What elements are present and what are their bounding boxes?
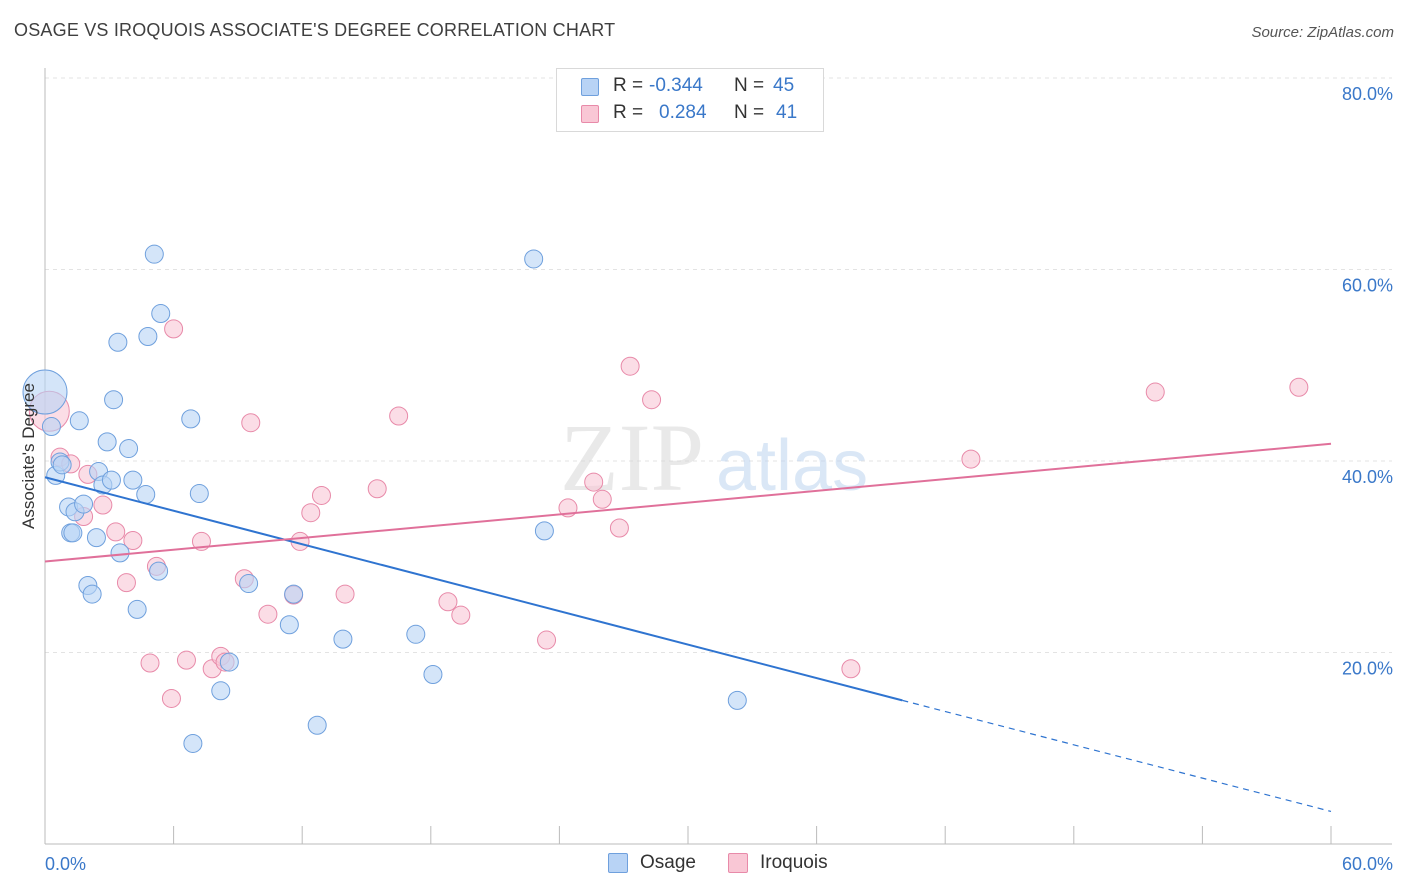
osage-point — [239, 574, 259, 594]
osage-point — [284, 584, 304, 604]
osage-point — [82, 584, 102, 604]
osage-n-label: N = — [734, 75, 765, 96]
osage-point — [727, 690, 747, 710]
watermark-zip: ZIP — [560, 404, 704, 511]
iroquois-point — [116, 573, 136, 593]
iroquois-point — [1145, 382, 1165, 402]
osage-point — [97, 432, 117, 452]
y-tick-label: 60.0% — [1342, 276, 1393, 296]
iroquois-swatch — [581, 105, 599, 123]
osage-trendline — [44, 476, 903, 702]
trend-layer — [44, 442, 1332, 813]
iroquois-n-value: 41 — [776, 102, 798, 123]
y-tick-label: 20.0% — [1342, 659, 1393, 679]
osage-point — [144, 244, 164, 264]
iroquois-point — [140, 653, 160, 673]
iroquois-point — [301, 503, 321, 523]
iroquois-point — [258, 604, 278, 624]
legend-row-osage: R = -0.344 N = 45 — [557, 74, 823, 100]
osage-point — [52, 455, 72, 475]
iroquois-point — [537, 630, 557, 650]
iroquois-point — [1289, 377, 1309, 397]
osage-point — [211, 681, 231, 701]
osage-point — [279, 615, 299, 635]
osage-legend-swatch — [608, 853, 628, 873]
osage-point — [333, 629, 353, 649]
osage-point — [189, 484, 209, 504]
iroquois-point — [592, 489, 612, 509]
iroquois-legend-label: Iroquois — [760, 852, 828, 873]
iroquois-legend-swatch — [728, 853, 748, 873]
osage-trendline-extension — [902, 699, 1332, 813]
stats-legend: R = -0.344 N = 45 R = 0.284 N = 41 — [556, 68, 824, 132]
osage-n-value: 45 — [773, 75, 795, 96]
axes-layer — [44, 68, 1392, 845]
osage-point — [524, 249, 544, 269]
osage-point — [104, 390, 124, 410]
iroquois-point — [106, 522, 126, 542]
x-tick-label: 0.0% — [45, 854, 86, 874]
iroquois-point — [389, 406, 409, 426]
iroquois-point — [161, 688, 181, 708]
osage-point — [127, 599, 147, 619]
iroquois-point — [367, 479, 387, 499]
osage-point — [41, 417, 61, 437]
osage-point — [138, 327, 158, 347]
osage-point — [534, 521, 554, 541]
osage-point — [151, 304, 171, 324]
osage-r-label: R = — [613, 75, 644, 96]
iroquois-point — [311, 485, 331, 505]
osage-point — [101, 470, 121, 490]
osage-point — [63, 523, 83, 543]
iroquois-n-label: N = — [734, 102, 765, 123]
source-attribution: Source: ZipAtlas.com — [1251, 24, 1394, 41]
points-layer — [22, 244, 1309, 753]
osage-point — [406, 624, 426, 644]
osage-point — [22, 369, 68, 415]
iroquois-point — [584, 472, 604, 492]
iroquois-point — [93, 495, 113, 515]
osage-point — [219, 652, 239, 672]
osage-swatch — [581, 78, 599, 96]
osage-point — [108, 332, 128, 352]
osage-point — [110, 543, 130, 563]
iroquois-point — [961, 449, 981, 469]
osage-point — [149, 561, 169, 581]
osage-legend-label: Osage — [640, 852, 696, 873]
iroquois-point — [620, 356, 640, 376]
iroquois-point — [642, 390, 662, 410]
chart-title: OSAGE VS IROQUOIS ASSOCIATE'S DEGREE COR… — [14, 20, 616, 40]
iroquois-point — [335, 584, 355, 604]
y-axis-label: Associate's Degree — [19, 383, 38, 529]
iroquois-r-value: 0.284 — [659, 102, 707, 123]
osage-point — [119, 439, 139, 459]
iroquois-trendline — [44, 442, 1332, 563]
iroquois-point — [123, 530, 143, 550]
osage-point — [307, 715, 327, 735]
osage-point — [423, 665, 443, 685]
iroquois-r-label: R = — [613, 102, 644, 123]
iroquois-point — [164, 319, 184, 339]
grid-layer — [45, 77, 1392, 653]
osage-point — [69, 411, 89, 431]
osage-point — [181, 409, 201, 429]
labels-layer: 20.0% 40.0% 60.0% 80.0% 0.0% 60.0% — [45, 84, 1393, 874]
iroquois-point — [176, 650, 196, 670]
osage-r-value: -0.344 — [649, 75, 703, 96]
osage-point — [74, 494, 94, 514]
y-tick-label: 80.0% — [1342, 84, 1393, 104]
osage-point — [123, 470, 143, 490]
iroquois-point — [609, 518, 629, 538]
iroquois-point — [438, 592, 458, 612]
iroquois-point — [451, 605, 471, 625]
y-tick-label: 40.0% — [1342, 467, 1393, 487]
legend-row-iroquois: R = 0.284 N = 41 — [557, 101, 823, 127]
osage-point — [183, 733, 203, 753]
iroquois-point — [841, 659, 861, 679]
iroquois-point — [241, 413, 261, 433]
x-tick-label: 60.0% — [1342, 854, 1393, 874]
osage-point — [136, 485, 156, 505]
osage-point — [86, 528, 106, 548]
